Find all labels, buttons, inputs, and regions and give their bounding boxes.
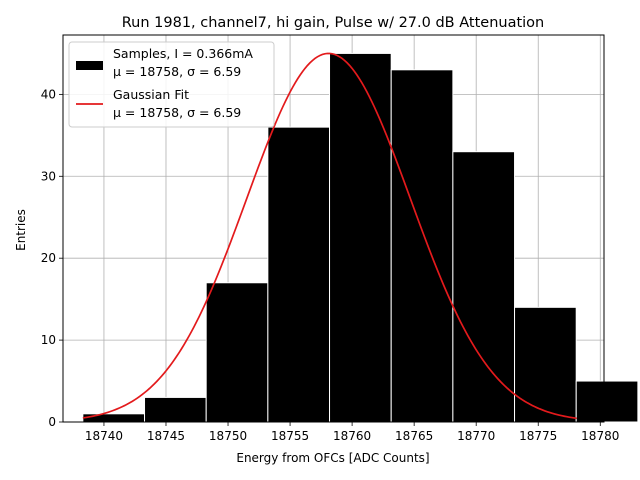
gaussian-fit-curve bbox=[82, 52, 577, 420]
histogram-bar bbox=[390, 69, 454, 423]
y-axis-label: Entries bbox=[14, 209, 28, 251]
histogram-bar bbox=[267, 126, 331, 423]
chart-title: Run 1981, channel7, hi gain, Pulse w/ 27… bbox=[122, 15, 545, 31]
y-tick-label: 0 bbox=[48, 415, 56, 429]
histogram-bar bbox=[205, 282, 269, 423]
y-tick-label: 40 bbox=[41, 87, 56, 101]
legend-label-samples: Samples, I = 0.366mA bbox=[113, 46, 253, 61]
x-tick-label: 18775 bbox=[519, 429, 557, 443]
legend-label-fit: Gaussian Fit bbox=[113, 87, 189, 102]
x-tick-label: 18780 bbox=[581, 429, 619, 443]
y-tick-label: 20 bbox=[41, 251, 56, 265]
x-tick-label: 18770 bbox=[457, 429, 495, 443]
x-tick-label: 18755 bbox=[271, 429, 309, 443]
x-axis-label: Energy from OFCs [ADC Counts] bbox=[236, 451, 429, 465]
legend-box bbox=[68, 41, 275, 128]
histogram-bar bbox=[144, 396, 207, 423]
legend-swatch-samples bbox=[76, 61, 103, 70]
histogram-bar bbox=[82, 413, 146, 423]
legend-stats-samples: μ = 18758, σ = 6.59 bbox=[113, 64, 241, 79]
y-tick-label: 10 bbox=[41, 333, 56, 347]
histogram-bars bbox=[82, 52, 639, 423]
histogram-bar bbox=[575, 380, 639, 423]
x-tick-label: 18745 bbox=[147, 429, 185, 443]
histogram-bar bbox=[514, 306, 577, 423]
y-axis-ticks: 0 10 20 30 40 bbox=[41, 87, 63, 429]
x-axis-ticks: 18740 18745 18750 18755 18760 18765 18770 18775… bbox=[85, 422, 619, 443]
legend: Samples, I = 0.366mA μ = 18758, σ = 6.59… bbox=[68, 41, 275, 128]
fit-curve-layer bbox=[82, 52, 577, 420]
legend-stats-fit: μ = 18758, σ = 6.59 bbox=[113, 105, 241, 120]
x-tick-label: 18765 bbox=[395, 429, 433, 443]
x-tick-label: 18750 bbox=[209, 429, 247, 443]
histogram-bar bbox=[329, 52, 392, 423]
x-tick-label: 18760 bbox=[333, 429, 371, 443]
y-tick-label: 30 bbox=[41, 169, 56, 183]
x-tick-label: 18740 bbox=[85, 429, 123, 443]
histogram-bar bbox=[452, 151, 516, 423]
plot-area-frame bbox=[62, 34, 605, 423]
